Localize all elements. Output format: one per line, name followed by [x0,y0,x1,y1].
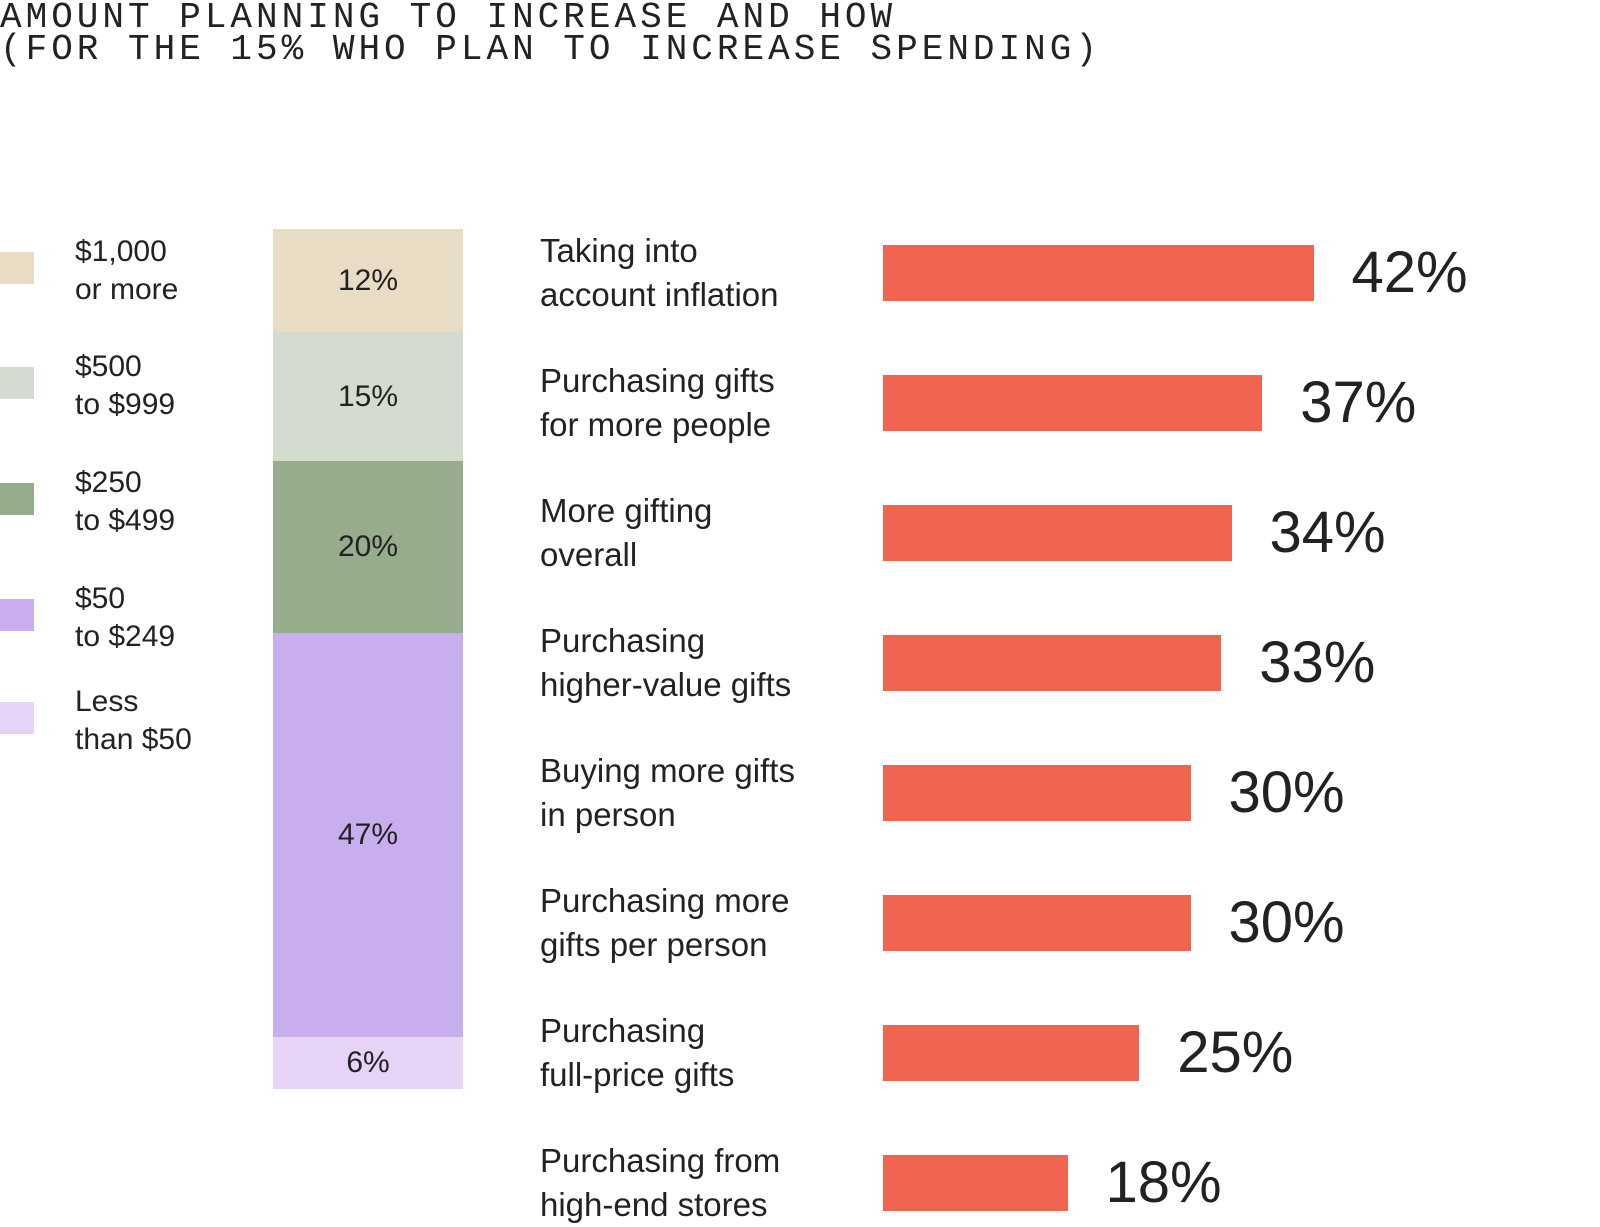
bar-value-label: 25% [1177,1020,1294,1085]
stack-segment-value: 47% [337,818,399,852]
stack-segment-value: 6% [346,1046,390,1080]
category-label-line: Purchasing [540,1012,706,1049]
legend-label: $50 to $249 [75,580,175,656]
category-label-line: full-price gifts [540,1056,735,1093]
legend-swatch [0,483,34,515]
category-label-line: Purchasing gifts [540,362,775,399]
chart-title-line-2: (FOR THE 15% WHO PLAN TO INCREASE SPENDI… [0,29,1101,70]
bar [883,375,1263,431]
legend-label-line: or more [75,273,179,306]
category-label: Purchasing more gifts per person [540,879,789,967]
bar [883,505,1232,561]
legend-label: $250 to $499 [75,464,175,540]
category-label-line: Taking into [540,232,698,269]
stack-segment: 12% [273,229,463,333]
category-label-line: More gifting [540,492,713,529]
legend-swatch [0,599,34,631]
bar-value-label: 30% [1228,760,1345,825]
legend-label-line: $250 [75,466,142,499]
stack-segment: 6% [273,1037,463,1089]
bar [883,1155,1068,1211]
category-label-line: overall [540,536,638,573]
legend-label-line: $1,000 [75,235,167,268]
bar [883,245,1314,301]
legend-label-line: to $999 [75,388,176,421]
category-label-line: Purchasing [540,622,706,659]
legend-label: $500 to $999 [75,348,175,424]
legend-swatch [0,367,34,399]
category-label: Taking into account inflation [540,229,779,317]
category-label-line: Buying more gifts [540,752,795,789]
legend-label: Less than $50 [75,683,192,759]
legend-label-line: $500 [75,350,142,383]
legend-label-line: Less [75,685,139,718]
bar-value-label: 33% [1259,630,1376,695]
category-label-line: Purchasing from [540,1142,781,1179]
legend-label-line: than $50 [75,723,192,756]
stack-segment: 47% [273,633,463,1038]
category-label: Purchasing gifts for more people [540,359,775,447]
bar-value-label: 30% [1228,890,1345,955]
legend-label-line: to $249 [75,620,176,653]
category-label: Purchasing full-price gifts [540,1009,734,1097]
chart-title: AMOUNT PLANNING TO INCREASE AND HOW (FOR… [0,0,1101,70]
amount-stacked-bar: 12% 15% 20% 47% 6% [273,229,463,1089]
stack-segment: 20% [273,461,463,634]
category-label-line: higher-value gifts [540,666,792,703]
category-label-line: high-end stores [540,1186,768,1223]
category-label: More gifting overall [540,489,712,577]
legend-label-line: $50 [75,582,126,615]
bar [883,765,1191,821]
bar [883,1025,1140,1081]
stack-segment-value: 15% [337,379,399,413]
legend-label: $1,000 or more [75,233,178,309]
stack-segment: 15% [273,332,463,462]
category-label-line: gifts per person [540,926,768,963]
stack-segment-value: 12% [337,263,399,297]
bar-value-label: 42% [1351,240,1468,305]
chart-title-line-1: AMOUNT PLANNING TO INCREASE AND HOW [0,0,897,38]
bar-value-label: 37% [1300,370,1417,435]
stack-segment-value: 20% [337,530,399,564]
category-label-line: in person [540,796,676,833]
legend-swatch [0,252,34,284]
category-label: Purchasing higher-value gifts [540,619,791,707]
legend-label-line: to $499 [75,504,176,537]
category-label-line: account inflation [540,276,779,313]
bar-value-label: 18% [1105,1150,1222,1215]
category-label-line: Purchasing more [540,882,790,919]
category-label: Buying more gifts in person [540,749,795,837]
legend-swatch [0,702,34,734]
category-label: Purchasing from high-end stores [540,1139,780,1227]
bar [883,895,1191,951]
category-label-line: for more people [540,406,772,443]
bar [883,635,1222,691]
bar-value-label: 34% [1269,500,1386,565]
